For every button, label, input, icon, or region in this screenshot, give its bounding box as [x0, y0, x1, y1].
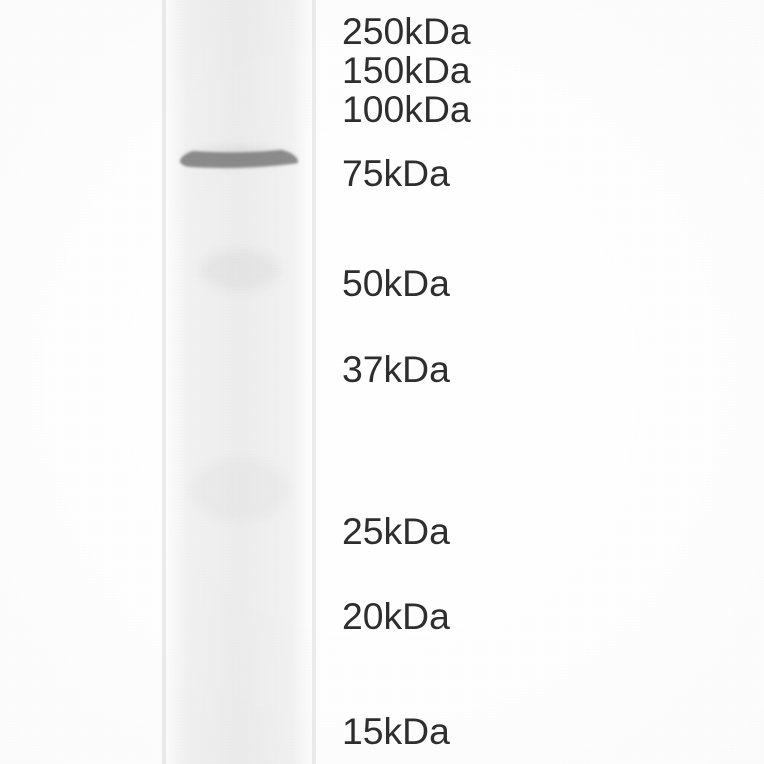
smudge-1: [190, 460, 290, 520]
marker-label-75kda: 75kDa: [342, 152, 450, 195]
marker-label-50kda: 50kDa: [342, 262, 450, 305]
marker-label-150kda: 150kDa: [342, 49, 471, 92]
marker-label-100kda: 100kDa: [342, 88, 471, 131]
blot-lane: [164, 0, 314, 764]
protein-band: [180, 146, 298, 172]
marker-label-25kda: 25kDa: [342, 510, 450, 553]
marker-label-15kda: 15kDa: [342, 710, 450, 753]
marker-label-20kda: 20kDa: [342, 595, 450, 638]
lane-edge-left: [162, 0, 166, 764]
western-blot: 250kDa150kDa100kDa 75kDa 50kDa 37kDa 25kDa 20…: [0, 0, 764, 764]
smudge-0: [200, 250, 280, 290]
marker-label-250kda: 250kDa: [342, 10, 471, 53]
marker-label-37kda: 37kDa: [342, 348, 450, 391]
lane-edge-right: [312, 0, 316, 764]
